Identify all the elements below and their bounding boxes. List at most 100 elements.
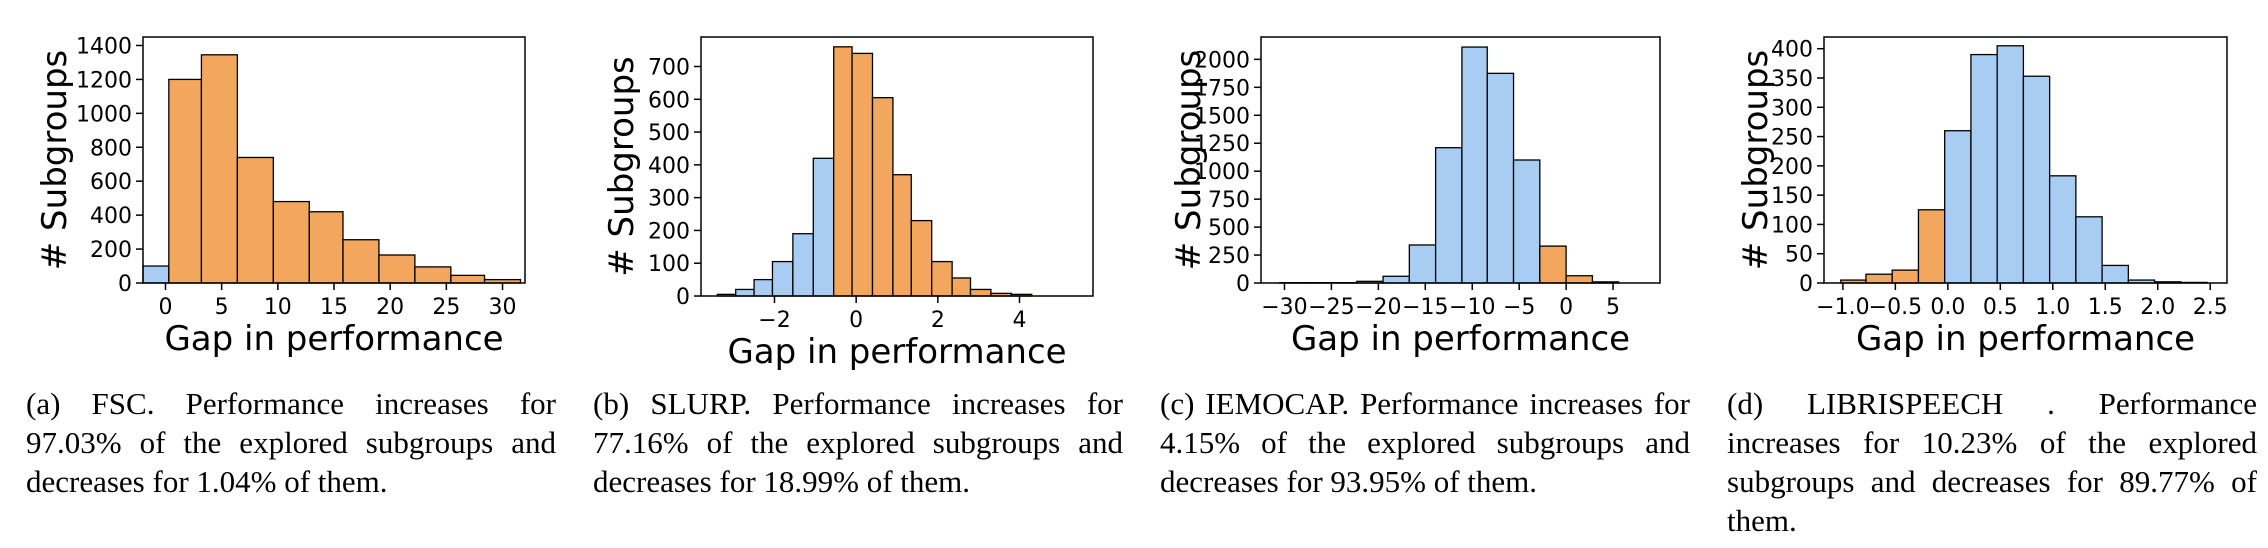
x-tick-label: 1.0 [2035,295,2070,320]
y-tick-label: 0 [1799,272,1813,297]
x-tick-label: 0.0 [1930,295,1965,320]
y-tick-label: 600 [90,170,132,195]
histogram-bar [1944,130,1972,284]
y-tick-label: 100 [648,252,690,277]
histogram-bar [1382,275,1410,284]
figure-panel-b: 0 100 200 300 400 500 600 700 −2 0 2 4 Gap in perfor… [567,0,1134,548]
x-tick-label: 5 [215,295,229,320]
y-tick-label: 1250 [1194,132,1250,157]
histogram-bar [951,277,972,297]
plot-frame [1260,36,1661,284]
x-tick-label: 2.0 [2140,295,2175,320]
histogram-bar [414,266,452,284]
x-tick-label: 2 [931,308,945,333]
histogram-bar [2048,175,2077,284]
histogram-bar [1565,275,1594,284]
x-axis-label: Gap in performance [1291,319,1630,359]
y-tick-label: 1000 [1194,160,1250,185]
histogram-bar [1461,46,1488,284]
y-tick-label: 50 [1785,243,1813,268]
chart-a: 0 200 400 600 800 1000 1200 1400 0 5 10 15 20 25 30Gap… [35,34,526,359]
x-tick-label: −5 [1503,295,1535,320]
x-tick-label: 0 [1559,295,1573,320]
y-axis-label: # Subgroups [35,50,75,270]
y-tick-label: 400 [648,154,690,179]
chart-d: 0 50 100 150 200 250 300 350 400 −1.0 −0.5 0.0 0.5 1.… [1736,36,2228,359]
y-tick-label: 400 [1771,38,1813,63]
histogram-bar [378,254,416,284]
x-tick-label: 20 [376,295,404,320]
caption-d: (d) LIBRISPEECH . Performance increases … [1727,386,2257,538]
caption-c: (c) IEMOCAP. Performance increases for 4… [1160,386,1690,499]
x-axis-label: Gap in performance [1856,319,2195,359]
y-tick-label: 0 [676,285,690,310]
y-tick-label: 1000 [76,102,132,127]
x-tick-label: 5 [1606,295,1620,320]
y-tick-label: 500 [1208,216,1250,241]
x-tick-label: −1.0 [1816,295,1869,320]
y-tick-label: 0 [118,272,132,297]
y-tick-label: 300 [1771,96,1813,121]
x-axis-label: Gap in performance [727,332,1066,372]
histogram-bar [272,200,310,284]
x-tick-label: 10 [264,295,292,320]
x-tick-label: 0.5 [1983,295,2018,320]
plot-frame [1823,36,2228,284]
histogram-bar [308,211,344,284]
histogram-bar [1865,273,1893,284]
y-tick-label: 500 [648,121,690,146]
histogram-bar [753,278,774,297]
y-tick-label: 0 [1236,272,1250,297]
histogram-bar [200,54,239,284]
x-tick-label: 0 [849,308,863,333]
figure-panel-a: 0 200 400 600 800 1000 1200 1400 0 5 10 15 20 25 30 Gap… [0,0,567,548]
y-axis-label: # Subgroups [602,56,642,276]
y-tick-label: 1500 [1194,104,1250,129]
histogram-bar [851,52,874,297]
histogram-bar [931,260,953,297]
x-tick-label: 1.5 [2088,295,2123,320]
x-tick-label: 30 [489,295,517,320]
histogram-bar [1996,45,2025,284]
histogram-bar [1539,245,1567,284]
y-axis-label: # Subgroups [1736,50,1776,270]
histogram-bar [2101,264,2129,284]
y-tick-label: 100 [1771,213,1813,238]
histogram-bar [1408,244,1437,284]
histogram-bar [969,288,992,297]
plot-frame [700,36,1094,297]
x-tick-label: 15 [320,295,348,320]
histogram-bar [168,78,203,284]
x-tick-label: −30 [1261,295,1307,320]
x-tick-label: 2.5 [2193,295,2228,320]
x-tick-label: −15 [1402,295,1448,320]
histogram-bar [735,288,755,297]
histogram-bar [1512,159,1541,284]
y-tick-label: 200 [1771,155,1813,180]
y-tick-label: 200 [648,219,690,244]
y-tick-label: 300 [648,187,690,212]
histogram-bar [833,46,853,297]
histogram-bar [871,97,894,297]
histogram-bar [792,233,814,297]
histogram-bar [1891,269,1920,284]
histogram-bar [1970,53,1998,284]
figure-panel-c: 0 250 500 750 1000 1250 1500 1750 2000 −30 −25 −20−… [1134,0,1701,548]
x-tick-label: −0.5 [1869,295,1922,320]
caption-b: (b) SLURP. Performance increases for 77.… [593,386,1123,499]
histogram-bar [342,239,380,284]
histogram-bar [1434,147,1463,284]
histogram-bar [236,156,274,284]
histogram-bar [892,174,912,297]
histogram-bar [1486,72,1515,284]
x-tick-label: 0 [158,295,172,320]
x-axis-label: Gap in performance [164,319,503,359]
histogram-bar [1917,209,1946,284]
x-tick-label: −2 [758,308,790,333]
histogram-bar [2075,216,2103,284]
x-tick-label: 25 [432,295,460,320]
histogram-bar [450,274,486,284]
x-tick-label: −20 [1355,295,1401,320]
